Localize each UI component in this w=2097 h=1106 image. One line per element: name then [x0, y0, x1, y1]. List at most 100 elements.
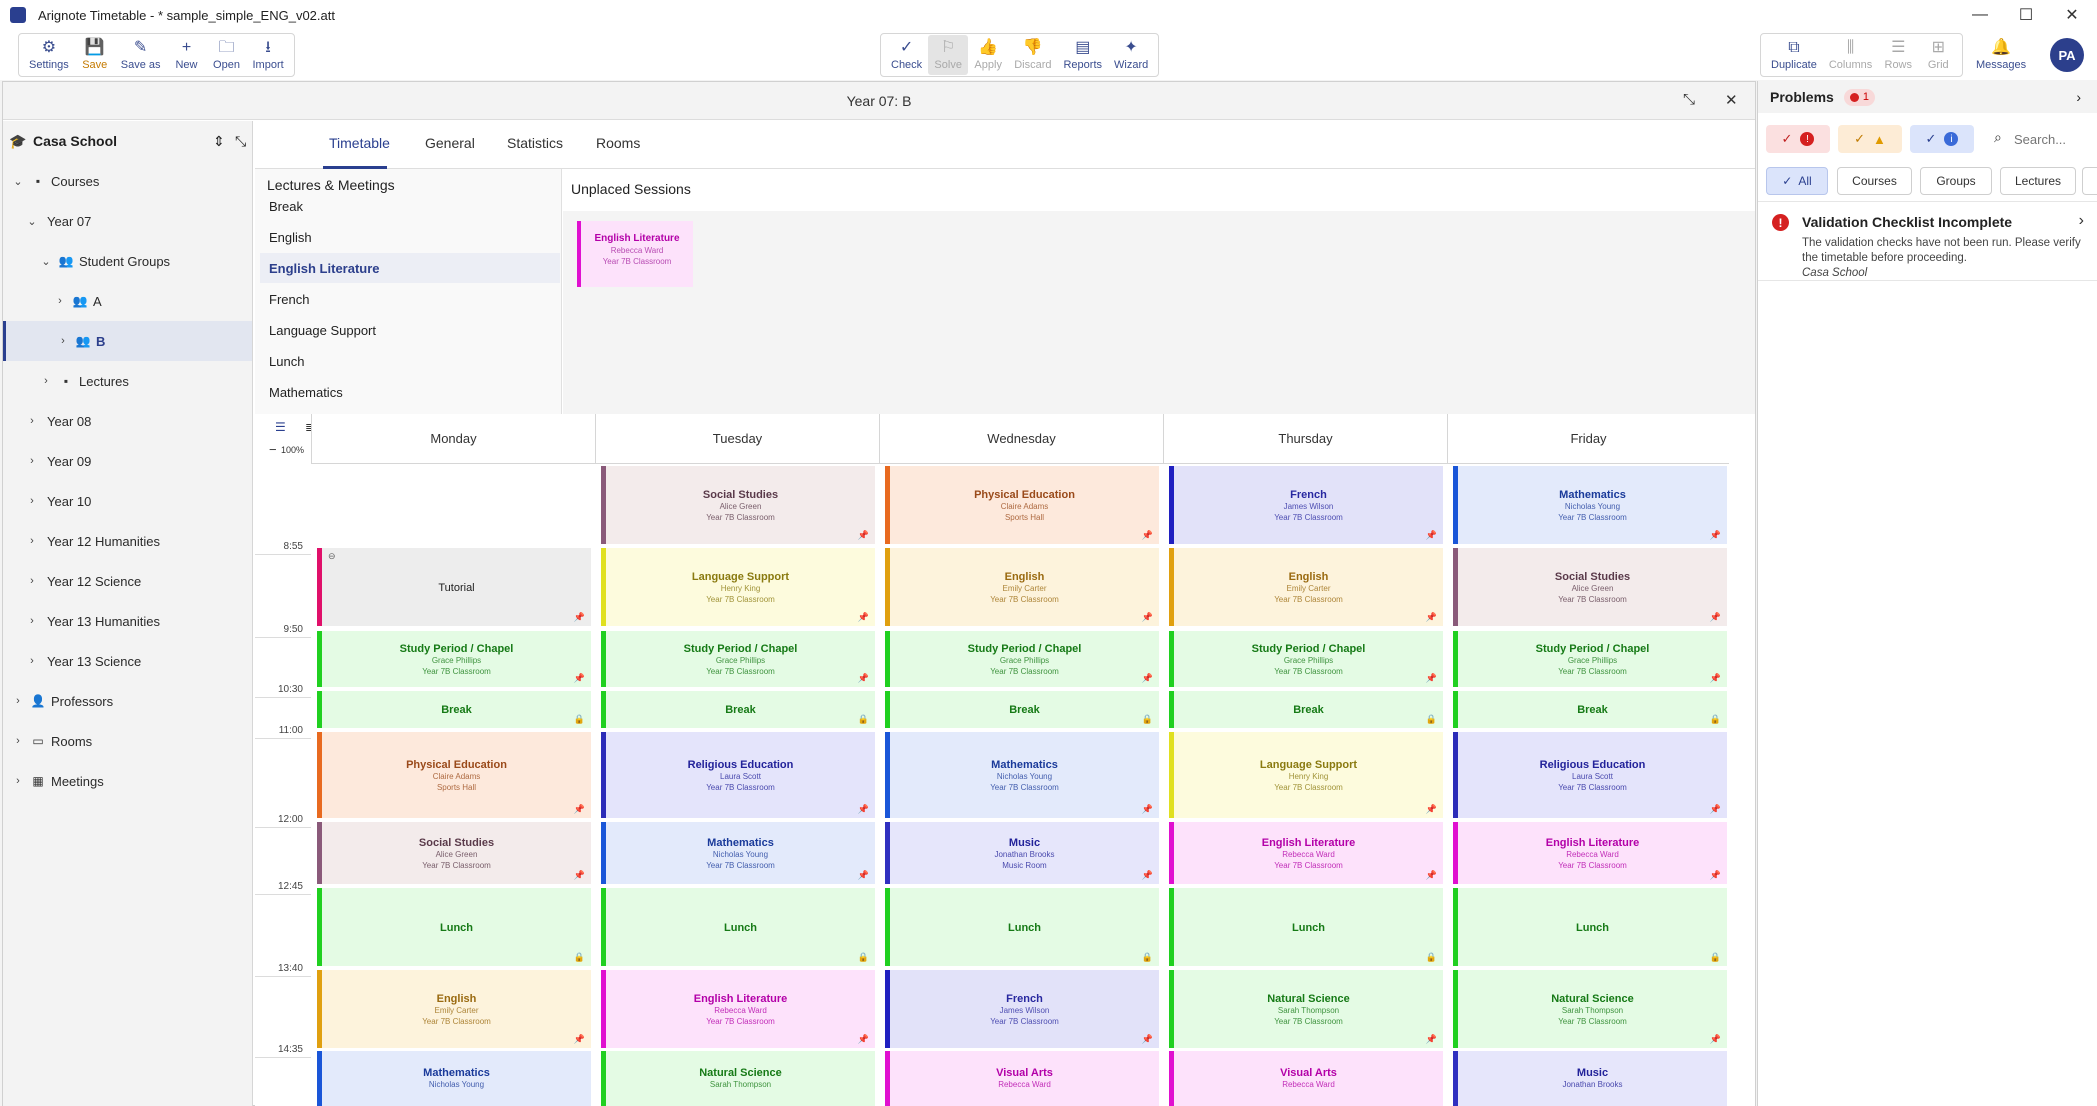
session-card-music[interactable]: Music Jonathan Brooks [1453, 1051, 1727, 1106]
chevron-right-icon[interactable]: › [30, 455, 34, 467]
compact-view-icon[interactable]: ≣ [305, 420, 315, 434]
session-card-lunch[interactable]: Lunch 🔒 [1169, 888, 1443, 966]
chevron-right-icon[interactable]: › [30, 575, 34, 587]
collapse-all-icon[interactable]: ⤡ [235, 132, 247, 149]
save-button[interactable]: 💾 Save [75, 35, 115, 75]
session-card-english-literature[interactable]: English Literature Rebecca Ward Year 7B Cl… [1453, 822, 1727, 884]
lock-icon[interactable]: 🔒 [573, 952, 585, 962]
duplicate-button[interactable]: ⧉ Duplicate [1765, 35, 1823, 75]
session-card-english[interactable]: English Emily Carter Year 7B Classroom 📌 [317, 970, 591, 1048]
save-as-button[interactable]: ✎ Save as [115, 35, 167, 75]
chevron-right-icon[interactable]: › [30, 535, 34, 547]
solve-button[interactable]: ⚐ Solve [928, 35, 969, 75]
chevron-right-icon[interactable]: › [30, 615, 34, 627]
pin-icon[interactable]: 📌 [1141, 804, 1153, 814]
pin-icon[interactable]: 📌 [1709, 1034, 1721, 1044]
session-card-mathematics[interactable]: Mathematics Nicholas Young [317, 1051, 591, 1106]
sidebar-item-year-08[interactable]: › Year 08 [3, 401, 252, 441]
search-input[interactable] [2014, 125, 2094, 153]
discard-button[interactable]: 👎 Discard [1008, 35, 1057, 75]
pin-icon[interactable]: 📌 [1709, 870, 1721, 880]
session-card-english-literature[interactable]: English Literature Rebecca Ward Year 7B Cl… [601, 970, 875, 1048]
sidebar-item-meetings[interactable]: › ▦ Meetings [3, 761, 252, 801]
chevron-right-icon[interactable]: › [44, 375, 48, 387]
session-card-english[interactable]: English Emily Carter Year 7B Classroom 📌 [1169, 548, 1443, 626]
avatar[interactable]: PA [2050, 38, 2084, 72]
session-card-french[interactable]: French James Wilson Year 7B Classroom 📌 [1169, 466, 1443, 544]
session-card-mathematics[interactable]: Mathematics Nicholas Young Year 7B Classro… [601, 822, 875, 884]
minimize-button[interactable]: — [1972, 6, 1988, 23]
pin-icon[interactable]: 📌 [573, 804, 585, 814]
chevron-down-icon[interactable]: ⌄ [41, 255, 51, 268]
chevron-right-icon[interactable]: › [16, 695, 20, 707]
reports-button[interactable]: ▤ Reports [1057, 35, 1108, 75]
pin-icon[interactable]: 📌 [1425, 530, 1437, 540]
info-filter-toggle[interactable]: ✓ i [1910, 125, 1974, 153]
sidebar-item-year-12-science[interactable]: › Year 12 Science [3, 561, 252, 601]
pin-icon[interactable]: 📌 [1425, 804, 1437, 814]
pin-icon[interactable]: 📌 [573, 1034, 585, 1044]
session-card-break[interactable]: Break 🔒 [1453, 691, 1727, 728]
lecture-item-english-literature[interactable]: English Literature [260, 253, 560, 283]
pin-icon[interactable]: 📌 [1141, 870, 1153, 880]
chip-courses[interactable]: Courses [1837, 167, 1912, 195]
chevron-right-icon[interactable]: › [2076, 89, 2081, 105]
chevron-right-icon[interactable]: › [30, 655, 34, 667]
sidebar-item-student-groups[interactable]: ⌄ 👥 Student Groups [3, 241, 252, 281]
sidebar-item-year-13-humanities[interactable]: › Year 13 Humanities [3, 601, 252, 641]
pin-icon[interactable]: 📌 [1425, 673, 1437, 683]
pin-icon[interactable]: 📌 [857, 870, 869, 880]
session-card-music[interactable]: Music Jonathan Brooks Music Room 📌 [885, 822, 1159, 884]
pin-icon[interactable]: 📌 [573, 673, 585, 683]
pin-icon[interactable]: 📌 [1141, 1034, 1153, 1044]
session-card-natural-science[interactable]: Natural Science Sarah Thompson Year 7B Cla… [1169, 970, 1443, 1048]
chevron-right-icon[interactable]: › [16, 775, 20, 787]
chevron-right-icon[interactable]: › [30, 415, 34, 427]
chevron-right-icon[interactable]: › [61, 335, 65, 347]
chevron-right-icon[interactable]: › [2078, 212, 2084, 229]
session-card-break[interactable]: Break 🔒 [601, 691, 875, 728]
session-card-lunch[interactable]: Lunch 🔒 [1453, 888, 1727, 966]
chevron-right-icon[interactable]: › [30, 495, 34, 507]
pin-icon[interactable]: 📌 [573, 612, 585, 622]
new-button[interactable]: + New [167, 35, 207, 75]
lock-icon[interactable]: 🔒 [1141, 714, 1153, 724]
pin-icon[interactable]: 📌 [857, 530, 869, 540]
session-card-visual-arts[interactable]: Visual Arts Rebecca Ward [885, 1051, 1159, 1106]
chip-all[interactable]: ✓ All [1766, 167, 1828, 195]
pin-icon[interactable]: 📌 [1425, 870, 1437, 880]
sidebar-item-year-10[interactable]: › Year 10 [3, 481, 252, 521]
sidebar-item-year-13-science[interactable]: › Year 13 Science [3, 641, 252, 681]
pin-icon[interactable]: 📌 [857, 612, 869, 622]
lecture-item-lunch[interactable]: Lunch [269, 353, 305, 369]
error-filter-toggle[interactable]: ✓! [1766, 125, 1830, 153]
problem-item[interactable]: ! Validation Checklist Incomplete › The … [1758, 201, 2097, 281]
lock-icon[interactable]: 🔒 [1709, 714, 1721, 724]
lock-icon[interactable]: 🔒 [857, 952, 869, 962]
session-card-study-period-chapel[interactable]: Study Period / Chapel Grace Phillips Year … [601, 631, 875, 687]
tab-general[interactable]: General [425, 135, 475, 151]
settings-button[interactable]: ⚙ Settings [23, 35, 75, 75]
session-card-social-studies[interactable]: Social Studies Alice Green Year 7B Classro… [601, 466, 875, 544]
chevron-right-icon[interactable]: › [58, 295, 62, 307]
pin-icon[interactable]: 📌 [1709, 612, 1721, 622]
lock-icon[interactable]: 🔒 [1425, 714, 1437, 724]
chip-groups[interactable]: Groups [1920, 167, 1992, 195]
pin-icon[interactable]: 📌 [1141, 612, 1153, 622]
chevron-down-icon[interactable]: ⌄ [27, 215, 37, 228]
session-card-natural-science[interactable]: Natural Science Sarah Thompson Year 7B Cla… [1453, 970, 1727, 1048]
pin-icon[interactable]: 📌 [1425, 612, 1437, 622]
session-card-break[interactable]: Break 🔒 [1169, 691, 1443, 728]
session-card-social-studies[interactable]: Social Studies Alice Green Year 7B Classro… [317, 822, 591, 884]
lock-icon[interactable]: 🔒 [1141, 952, 1153, 962]
tab-statistics[interactable]: Statistics [507, 135, 564, 151]
session-card-language-support[interactable]: Language Support Henry King Year 7B Classr… [601, 548, 875, 626]
columns-button[interactable]: ⫼ Columns [1823, 35, 1878, 75]
lecture-item-language-support[interactable]: Language Support [269, 322, 376, 338]
sidebar-item-professors[interactable]: › 👤 Professors [3, 681, 252, 721]
tab-rooms[interactable]: Rooms [596, 135, 641, 151]
lecture-item-french[interactable]: French [269, 291, 310, 307]
maximize-button[interactable]: ☐ [2018, 7, 2034, 24]
session-card-language-support[interactable]: Language Support Henry King Year 7B Classr… [1169, 732, 1443, 818]
lock-icon[interactable]: 🔒 [1709, 952, 1721, 962]
